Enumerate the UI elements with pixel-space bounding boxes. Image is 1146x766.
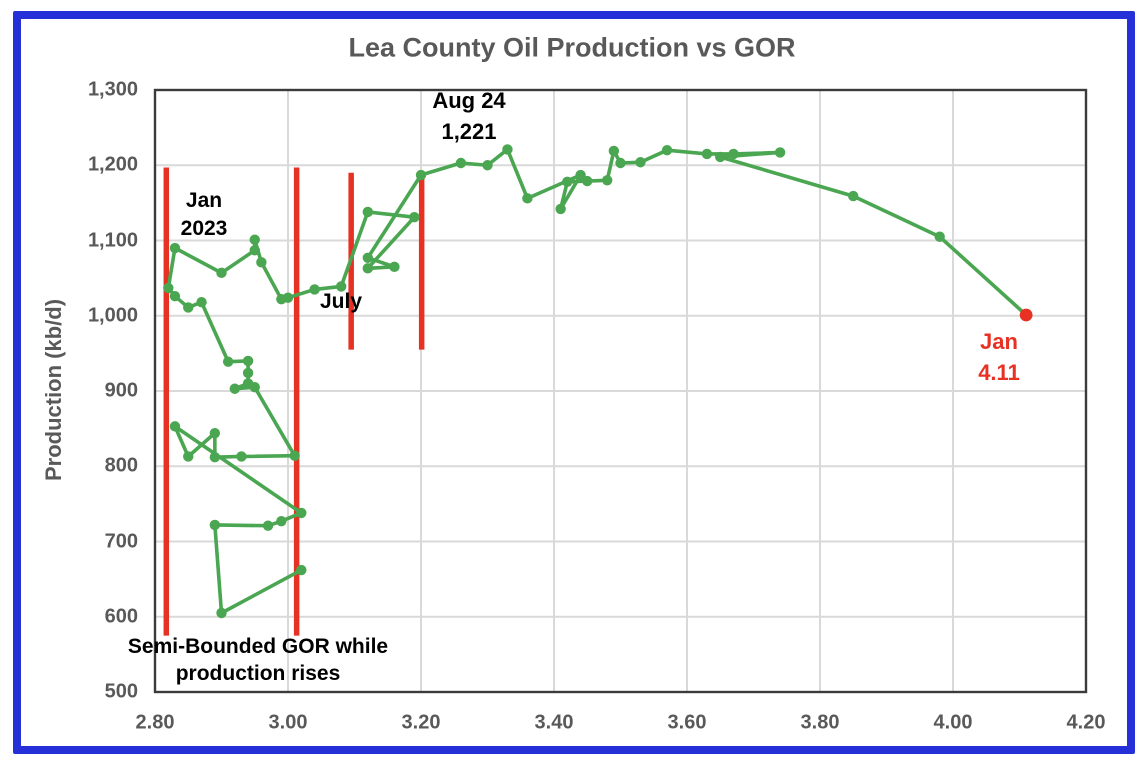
- data-point: [196, 297, 207, 308]
- data-point: [555, 203, 566, 215]
- data-point: [389, 261, 400, 273]
- x-tick-label: 3.40: [534, 711, 574, 734]
- data-point: [774, 147, 786, 158]
- data-point: [183, 302, 194, 313]
- data-point: [296, 564, 307, 576]
- data-point: [848, 190, 859, 202]
- x-tick-label: 3.80: [800, 711, 840, 734]
- data-point: [309, 284, 320, 295]
- y-tick-label: 500: [104, 680, 138, 703]
- data-point: [289, 450, 300, 461]
- highlighted-last-point: [1019, 308, 1033, 322]
- data-point: [169, 421, 181, 432]
- data-point: [169, 290, 181, 302]
- y-tick-label: 1,200: [87, 153, 138, 176]
- annotation-semi-bounded: Semi-Bounded GOR while production rises: [128, 633, 388, 687]
- data-point: [455, 157, 467, 169]
- annotation-july: July: [320, 288, 362, 316]
- data-point: [615, 157, 626, 169]
- data-point: [276, 515, 287, 527]
- data-point: [562, 176, 573, 188]
- data-point: [183, 451, 194, 462]
- data-point: [256, 257, 267, 268]
- data-point: [242, 378, 254, 389]
- data-point: [249, 245, 260, 256]
- data-point: [209, 519, 221, 531]
- y-tick-label: 1,000: [87, 304, 138, 327]
- annotation-jan-2023: Jan 2023: [181, 187, 228, 243]
- x-tick-label: 3.20: [401, 711, 441, 734]
- data-point: [661, 145, 673, 156]
- data-point: [701, 148, 713, 160]
- annotation-line: Aug 24: [432, 88, 506, 113]
- data-point: [362, 252, 373, 264]
- data-point: [728, 148, 739, 160]
- y-tick-label: 700: [104, 530, 138, 552]
- y-tick-label: 1,100: [87, 229, 138, 251]
- data-point: [522, 193, 533, 204]
- x-tick-label: 2.80: [135, 711, 175, 734]
- plot-border: [153, 88, 1088, 694]
- data-point: [362, 263, 373, 274]
- data-point: [336, 281, 347, 292]
- data-point: [249, 234, 260, 245]
- x-tick-label: 4.00: [933, 711, 973, 734]
- data-point: [608, 145, 620, 157]
- red-guide-lines: [163, 167, 425, 636]
- annotation-line: Semi-Bounded GOR while: [127, 635, 389, 658]
- data-point: [575, 169, 586, 181]
- x-tick-label: 3.00: [268, 711, 308, 734]
- data-point: [715, 151, 726, 163]
- data-point: [934, 231, 945, 242]
- data-point: [236, 451, 247, 462]
- x-tick-label: 3.60: [667, 711, 707, 734]
- data-point: [602, 175, 613, 186]
- annotation-jan-gor: Jan 4.11: [978, 326, 1020, 388]
- y-axis-title: Production (kb/d): [41, 298, 66, 482]
- data-point: [415, 169, 427, 181]
- data-point: [222, 356, 234, 367]
- data-point: [229, 383, 240, 394]
- data-point: [209, 427, 221, 439]
- annotation-line: Jan: [185, 189, 223, 212]
- annotation-line: July: [319, 290, 363, 313]
- data-point: [409, 211, 420, 223]
- y-tick-label: 1,300: [87, 78, 138, 101]
- data-point: [169, 242, 181, 254]
- annotation-line: Jan: [980, 329, 1018, 354]
- x-tick-label: 4.20: [1066, 711, 1106, 734]
- data-point: [635, 157, 646, 168]
- annotation-aug-24: Aug 24 1,221: [432, 85, 505, 147]
- annotation-line: production rises: [175, 662, 341, 685]
- y-tick-label: 600: [104, 605, 138, 628]
- data-point: [163, 282, 174, 294]
- data-point: [209, 452, 221, 463]
- annotation-line: 4.11: [978, 360, 1020, 385]
- data-point: [282, 292, 294, 303]
- data-point: [242, 355, 254, 367]
- chart-title: Lea County Oil Production vs GOR: [348, 32, 796, 63]
- data-point: [262, 520, 274, 531]
- y-tick-label: 800: [104, 454, 138, 477]
- annotation-line: 1,221: [441, 119, 497, 144]
- series-markers: [163, 144, 1033, 619]
- annotation-line: 2023: [180, 217, 228, 240]
- data-point: [216, 607, 227, 619]
- data-point: [502, 144, 513, 155]
- data-point: [482, 160, 493, 171]
- data-point: [242, 367, 254, 379]
- data-point: [582, 175, 593, 187]
- data-point: [216, 267, 227, 279]
- data-point: [362, 206, 373, 218]
- data-point: [296, 507, 307, 519]
- y-tick-label: 900: [104, 379, 138, 402]
